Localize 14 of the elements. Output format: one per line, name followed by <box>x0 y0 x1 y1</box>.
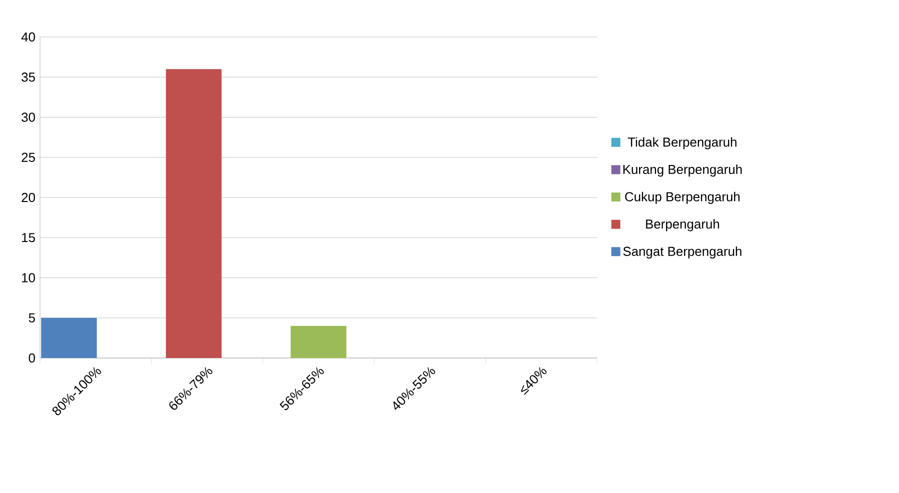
y-tick-label: 25 <box>22 152 35 162</box>
legend-label: Sangat Berpengaruh <box>623 246 742 259</box>
y-tick-label: 40 <box>21 32 35 42</box>
y-tick-label: 15 <box>22 233 35 242</box>
legend-label: Berpengaruh <box>646 219 720 232</box>
y-tick-label: 30 <box>22 112 35 122</box>
legend-label: Kurang Berpengaruh <box>623 164 742 177</box>
y-tick-label: 0 <box>28 353 35 363</box>
y-tick-label: 35 <box>22 72 35 82</box>
legend-label: Tidak Berpengaruh <box>628 137 736 150</box>
y-tick-label: 10 <box>22 273 35 282</box>
y-tick-label: 5 <box>28 313 35 322</box>
y-tick-label: 20 <box>22 192 35 202</box>
legend-label: Cukup Berpengaruh <box>625 192 740 204</box>
